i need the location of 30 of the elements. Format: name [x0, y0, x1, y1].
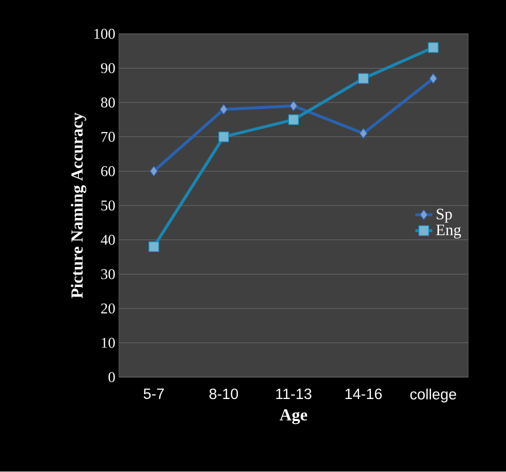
legend-label: Sp: [436, 208, 452, 223]
y-tick-label: 30: [101, 269, 115, 280]
point: [148, 241, 160, 252]
point: [289, 100, 298, 112]
x-tick-label: 14-16: [346, 388, 382, 400]
point: [288, 114, 299, 126]
y-tick-label: 10: [102, 338, 115, 348]
y-tick-label: 100: [94, 28, 115, 39]
y-tick-label: 70: [102, 132, 115, 142]
point: [359, 128, 368, 139]
legend-label: Eng: [436, 224, 461, 239]
y-axis-title: Picture Naming Accuracy: [70, 112, 86, 298]
x-tick-label: 8-10: [209, 388, 238, 400]
y-tick-label: 60: [101, 166, 115, 176]
y-tick-label: 20: [101, 304, 115, 314]
y-tick-label: 50: [101, 200, 115, 211]
point: [428, 42, 439, 54]
point: [218, 132, 230, 142]
y-tick-label: 40: [100, 234, 115, 245]
x-tick-label: college: [410, 388, 456, 403]
x-tick-label: 5-7: [144, 388, 164, 400]
point: [150, 166, 158, 177]
y-tick-label: 0: [108, 372, 115, 382]
point: [220, 104, 228, 115]
x-tick-label: 11-13: [276, 388, 312, 400]
x-axis-title: Age: [280, 409, 308, 424]
y-tick-label: 80: [101, 98, 115, 108]
y-tick-label: 90: [101, 63, 115, 74]
point: [358, 73, 369, 84]
point: [429, 73, 438, 84]
